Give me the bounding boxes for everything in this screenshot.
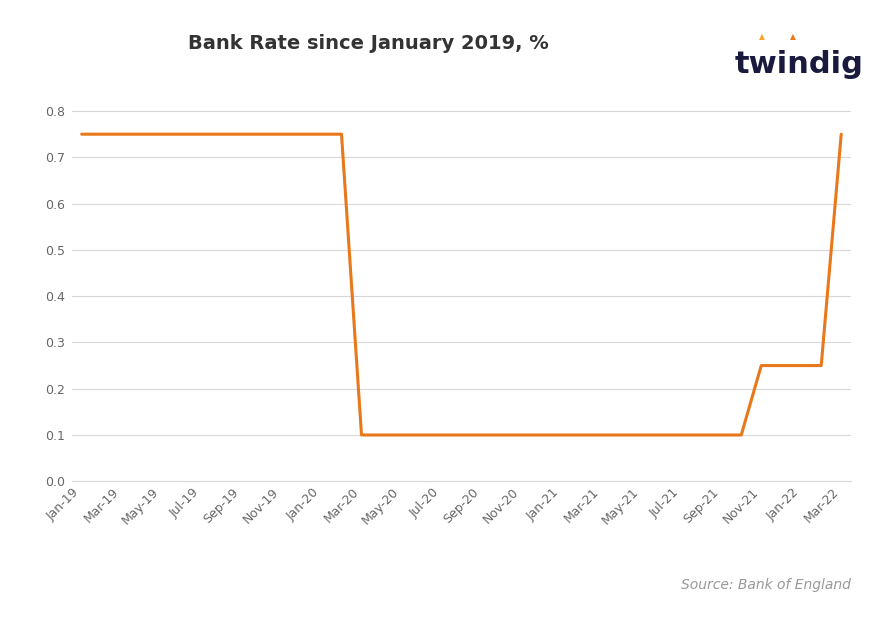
Title: Bank Rate since January 2019, %: Bank Rate since January 2019, % <box>187 34 548 53</box>
Text: ▲: ▲ <box>759 32 764 41</box>
Text: ▲: ▲ <box>789 32 796 41</box>
Text: twindig: twindig <box>735 50 864 80</box>
Text: Source: Bank of England: Source: Bank of England <box>681 578 851 592</box>
